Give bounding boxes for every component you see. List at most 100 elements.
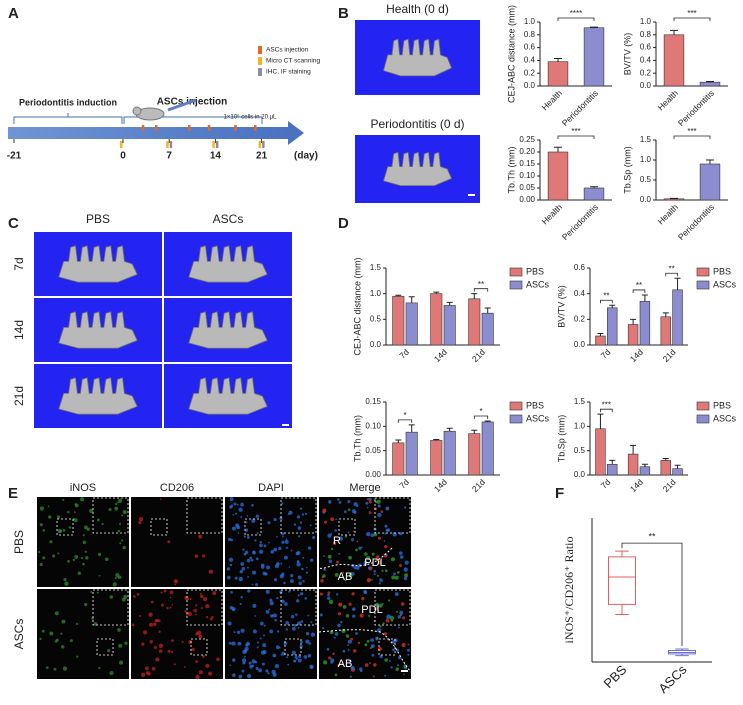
cell — [205, 603, 210, 609]
cell — [361, 546, 363, 549]
x-tick-label: Periodontitis — [676, 88, 716, 128]
cell — [378, 582, 381, 585]
cell — [312, 535, 316, 540]
cell — [265, 609, 270, 614]
cell — [73, 511, 76, 514]
jaw — [188, 311, 268, 349]
cell — [256, 532, 259, 535]
cell — [252, 629, 257, 634]
legend-label: PBS — [713, 400, 731, 410]
cell — [304, 512, 308, 515]
whisker — [615, 550, 629, 557]
cell — [114, 506, 119, 511]
error-bar — [609, 459, 616, 465]
cell — [138, 517, 144, 522]
ct-marker — [258, 141, 262, 148]
cell — [279, 574, 284, 579]
cell — [372, 675, 375, 678]
cell — [68, 526, 72, 529]
cell — [195, 674, 200, 680]
error-bar — [597, 413, 604, 429]
cell — [205, 663, 210, 668]
error-bar — [597, 332, 604, 337]
bar — [583, 187, 605, 201]
boundary — [318, 547, 393, 569]
cell — [337, 663, 341, 667]
x-tick-label: 21d — [661, 477, 678, 494]
cell — [396, 570, 400, 574]
cell — [199, 592, 202, 595]
cell — [276, 596, 279, 600]
roi — [96, 638, 114, 656]
cell — [232, 608, 235, 611]
cell — [117, 628, 121, 632]
cell — [380, 510, 384, 514]
cell — [251, 518, 256, 523]
cell — [375, 637, 379, 641]
significance-bracket — [397, 419, 413, 423]
cell — [243, 552, 247, 556]
cell — [39, 523, 43, 527]
cell — [161, 603, 164, 607]
panel-label: C — [8, 215, 19, 232]
cell — [368, 500, 372, 504]
bar — [627, 453, 639, 476]
jaw — [383, 151, 453, 187]
phase-bracket — [13, 113, 263, 124]
cell — [353, 502, 358, 507]
bar — [481, 312, 494, 346]
error-bar — [433, 438, 440, 441]
cell — [281, 532, 285, 536]
cell — [283, 555, 288, 560]
error-bar — [590, 26, 598, 28]
roi — [284, 638, 302, 656]
legend-label: ASCs injection — [266, 47, 309, 54]
bar — [583, 27, 605, 87]
cell — [373, 573, 376, 576]
cell — [384, 524, 388, 528]
cell — [373, 569, 377, 573]
cell — [271, 669, 276, 675]
y-tick-label: 0.0 — [640, 81, 652, 90]
cell — [308, 642, 312, 645]
cell — [291, 650, 297, 655]
significance-label: * — [403, 411, 406, 420]
cell — [238, 674, 243, 679]
cell — [396, 610, 399, 613]
cell — [327, 591, 331, 595]
cell — [231, 526, 237, 531]
significance-label: ** — [603, 291, 609, 300]
y-tick-label: 0.10 — [365, 421, 381, 430]
jaw — [58, 245, 138, 283]
error-bar — [471, 293, 478, 299]
cell — [366, 532, 371, 537]
roi — [150, 518, 168, 536]
cell — [351, 538, 355, 542]
cell — [96, 518, 100, 522]
jaw — [188, 245, 268, 283]
cell — [347, 508, 351, 512]
error-bar — [433, 291, 440, 294]
cell — [359, 613, 364, 618]
row-label: PBS — [12, 530, 26, 554]
cell — [242, 548, 245, 551]
cell — [62, 498, 65, 502]
cell — [237, 641, 242, 646]
cell — [305, 639, 310, 644]
cell — [351, 592, 355, 596]
significance-bracket — [473, 415, 489, 419]
cell — [117, 501, 120, 504]
whisker — [615, 604, 629, 615]
cell — [232, 673, 236, 678]
cell — [348, 555, 352, 560]
cell — [200, 594, 204, 599]
x-tick-label: 14d — [432, 347, 449, 364]
bar — [663, 34, 685, 87]
x-tick-label: 21d — [470, 477, 487, 494]
cell — [117, 529, 121, 533]
cell — [389, 615, 395, 621]
cell — [293, 659, 296, 662]
cell — [80, 556, 84, 560]
significance-bracket — [557, 135, 595, 139]
cell — [246, 514, 249, 517]
